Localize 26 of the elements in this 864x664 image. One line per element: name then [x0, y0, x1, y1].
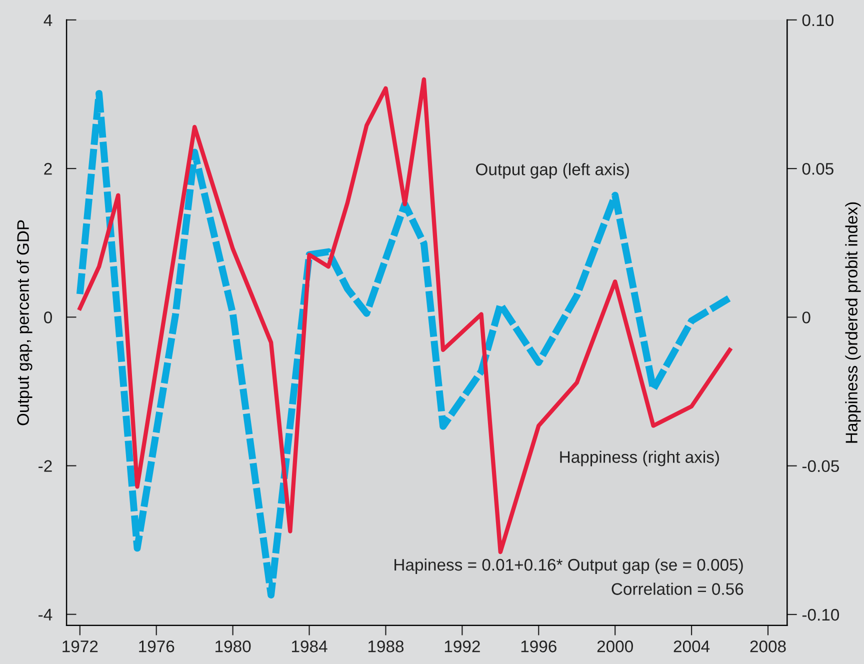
x-tick-label: 1980	[216, 640, 251, 652]
y2-tick-label: 0	[802, 312, 810, 324]
y-axis-title: Output gap, percent of GDP	[16, 220, 32, 426]
x-tick-label: 1996	[521, 640, 556, 652]
x-tick-label: 1988	[368, 640, 404, 652]
y-tick-label: 2	[44, 162, 52, 175]
y2-tick-label: 0.10	[802, 14, 834, 26]
series-label: Output gap (left axis)	[476, 163, 629, 179]
y-tick-label: -2	[38, 460, 52, 472]
y-tick-label: -4	[38, 608, 52, 620]
annotation: Hapiness = 0.01+0.16* Output gap (se = 0.005)	[394, 558, 743, 574]
y-tick-label: 0	[44, 312, 52, 324]
series-label: Happiness (right axis)	[560, 450, 719, 466]
y2-tick-label: 0.05	[802, 162, 834, 175]
y2-tick-label: -0.10	[802, 608, 840, 621]
x-tick-label: 1984	[292, 640, 328, 652]
annotation: Correlation = 0.56	[612, 582, 744, 595]
x-tick-label: 2000	[597, 640, 633, 652]
x-tick-label: 1992	[444, 640, 480, 652]
x-tick-label: 1976	[139, 640, 174, 652]
y2-axis-title: Happiness (ordered probit index)	[845, 202, 861, 443]
x-tick-label: 1972	[62, 640, 98, 652]
x-tick-label: 2008	[750, 640, 786, 652]
x-tick-label: 2004	[674, 640, 710, 652]
y2-tick-label: -0.05	[802, 460, 839, 472]
y-tick-label: 4	[44, 14, 52, 26]
